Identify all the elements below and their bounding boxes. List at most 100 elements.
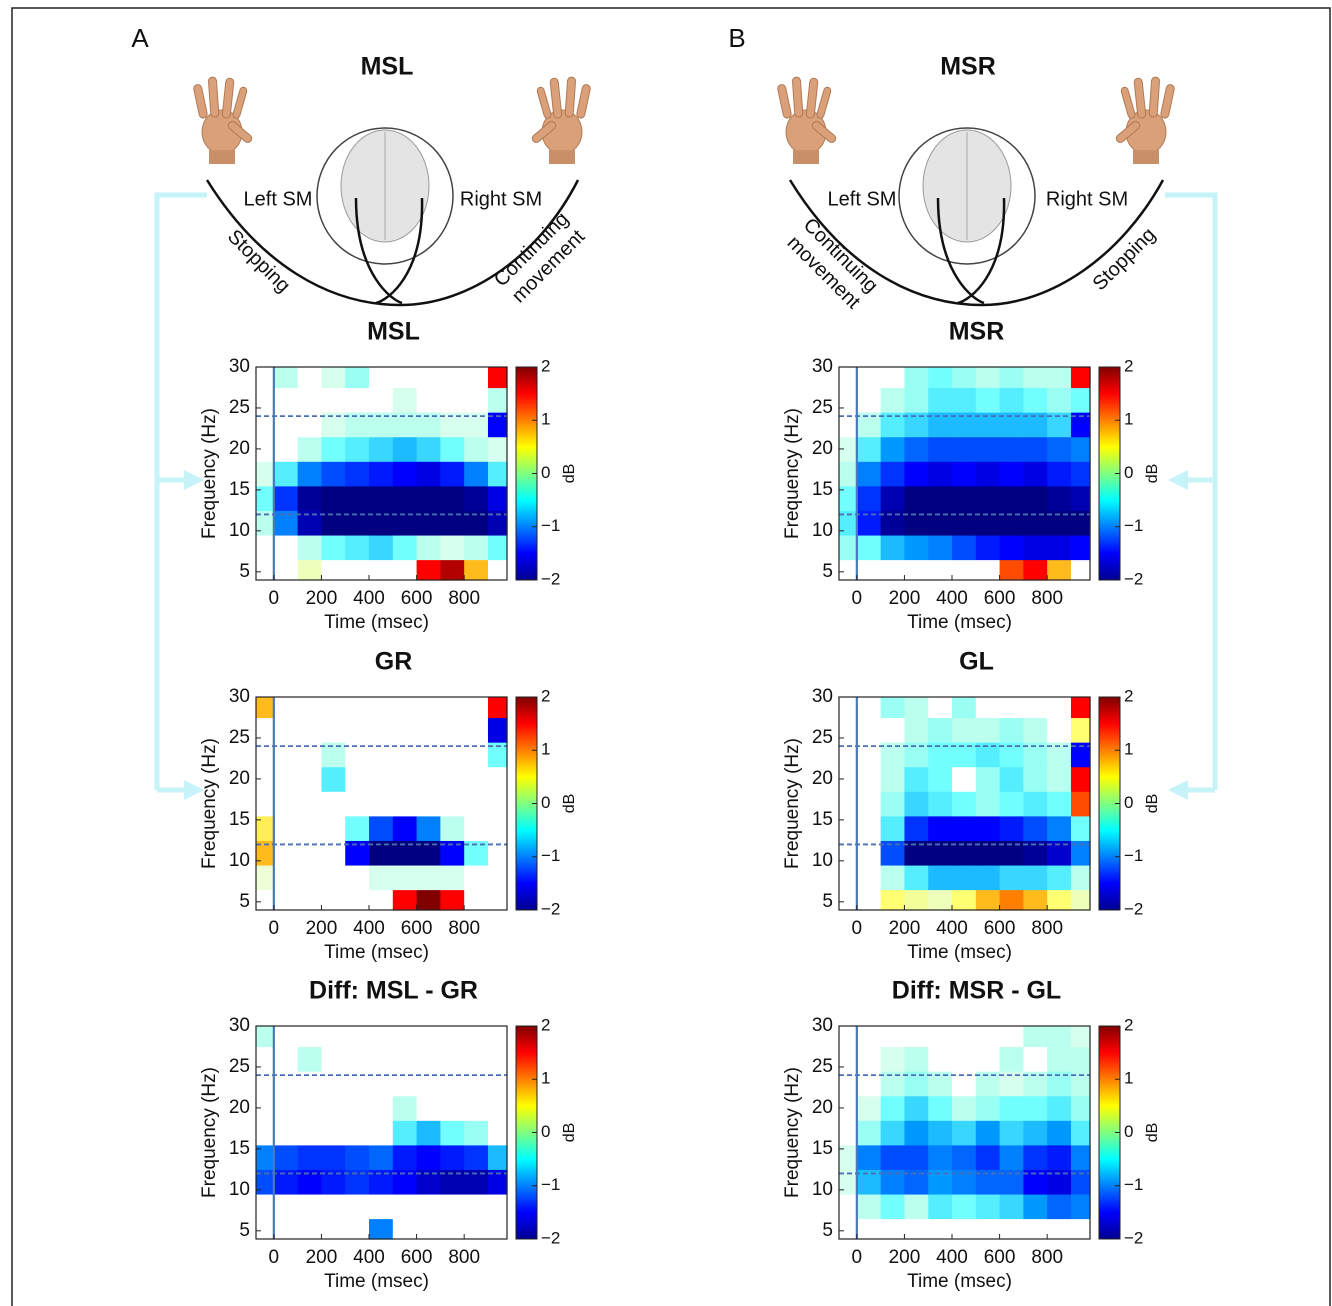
heatmap-cell [857, 791, 881, 816]
heatmap-cell [928, 1096, 952, 1121]
heatmap-cell [1047, 890, 1071, 911]
x-tick-label: 800 [1031, 1247, 1063, 1268]
heatmap-cell [298, 1071, 322, 1096]
heatmap-cell [976, 437, 1000, 462]
heatmap-cell [464, 791, 488, 816]
heatmap-cell [369, 486, 393, 511]
heatmap-cell [274, 791, 298, 816]
heatmap-cell [857, 865, 881, 890]
heatmap-cell [928, 486, 952, 511]
heatmap-cell [1000, 367, 1024, 388]
hand-icon [1115, 77, 1175, 164]
heatmap-cell [274, 717, 298, 742]
heatmap-cell [1071, 535, 1091, 560]
heatmap-cell [345, 1145, 369, 1170]
heatmap-cell [839, 367, 857, 388]
heatmap-cell [440, 387, 464, 412]
heatmap-cell [345, 890, 369, 911]
heatmap-cell [393, 890, 417, 911]
heatmap-cell [857, 1026, 881, 1047]
heatmap-cell [976, 791, 1000, 816]
heatmap-cell [369, 437, 393, 462]
heatmap-cell [952, 816, 976, 841]
heatmap-chart: 020040060080051015202530Diff: MSL - GRTi… [199, 977, 578, 1292]
heatmap-cell [857, 560, 881, 581]
heatmap-cell [369, 1219, 393, 1240]
colorbar-tick-label: 2 [541, 356, 550, 375]
heatmap-cell [274, 1096, 298, 1121]
panel-title: MSL [361, 53, 414, 81]
heatmap-cell [928, 717, 952, 742]
heatmap-cell [256, 387, 274, 412]
heatmap-cell [1023, 865, 1047, 890]
heatmap-cell [904, 697, 928, 718]
heatmap-cell [976, 535, 1000, 560]
heatmap-cell [857, 1169, 881, 1194]
heatmap-cell [928, 791, 952, 816]
heatmap-cell [369, 767, 393, 792]
heatmap-cell [857, 1120, 881, 1145]
colorbar-tick-label: 2 [1124, 356, 1133, 375]
colorbar-tick-label: −2 [541, 569, 560, 588]
heatmap-cell [417, 816, 441, 841]
heatmap-cell [857, 437, 881, 462]
heatmap-cell [298, 486, 322, 511]
x-tick-label: 400 [936, 1247, 968, 1268]
x-axis-label: Time (msec) [907, 1271, 1012, 1292]
heatmap-cell [1047, 767, 1071, 792]
figure: A MSL Left SM Right SM Stopping Continui… [0, 0, 1332, 1306]
heatmap-cell [881, 486, 905, 511]
heatmap-cell [440, 560, 464, 581]
heatmap-cell [274, 510, 298, 535]
heatmap-cell [928, 890, 952, 911]
x-tick-label: 600 [401, 918, 433, 939]
heatmap-cell [345, 791, 369, 816]
heatmap-cell [839, 1026, 857, 1047]
heatmap-cell [857, 1194, 881, 1219]
heatmap-cell [298, 767, 322, 792]
heatmap-cell [928, 697, 952, 718]
heatmap-cell [488, 816, 508, 841]
heatmap-cell [393, 697, 417, 718]
heatmap-cell [1023, 1046, 1047, 1071]
heatmap-cell [298, 791, 322, 816]
heatmap-cell [464, 1120, 488, 1145]
heatmap-cell [904, 387, 928, 412]
heatmap-cell [369, 1026, 393, 1047]
heatmap-cell [1071, 437, 1091, 462]
heatmap-cell [1000, 816, 1024, 841]
heatmap-cell [321, 412, 345, 437]
heatmap-cell [274, 1194, 298, 1219]
heatmap-cell [1047, 1194, 1071, 1219]
heatmap-cell [1047, 1219, 1071, 1240]
heatmap-cell [440, 535, 464, 560]
heatmap-cell [393, 560, 417, 581]
heatmap-cell [369, 1120, 393, 1145]
heatmap-cell [417, 535, 441, 560]
heatmap-cell [274, 742, 298, 767]
y-tick-label: 10 [229, 1179, 250, 1200]
heatmap-cell [881, 387, 905, 412]
connector [1165, 195, 1215, 790]
heatmap-cell [440, 697, 464, 718]
heatmap-cell [904, 535, 928, 560]
colorbar-tick-label: 0 [1124, 1122, 1133, 1141]
heatmap-cell [298, 461, 322, 486]
colorbar-tick-label: 2 [541, 1015, 550, 1034]
heatmap-cell [904, 510, 928, 535]
heatmap-cell [881, 791, 905, 816]
heatmap-cell [839, 387, 857, 412]
heatmap-cell [1071, 1219, 1091, 1240]
heatmap-cell [881, 1096, 905, 1121]
x-tick-label: 0 [269, 918, 280, 939]
heatmap-cell [928, 461, 952, 486]
heatmap-cell [1000, 486, 1024, 511]
y-axis-label: Frequency (Hz) [199, 408, 220, 539]
heatmap-cell [928, 367, 952, 388]
heatmap-cell [393, 1120, 417, 1145]
heatmap-cell [928, 1194, 952, 1219]
heatmap-cell [1047, 387, 1071, 412]
heatmap-cell [881, 742, 905, 767]
heatmap-cell [488, 791, 508, 816]
